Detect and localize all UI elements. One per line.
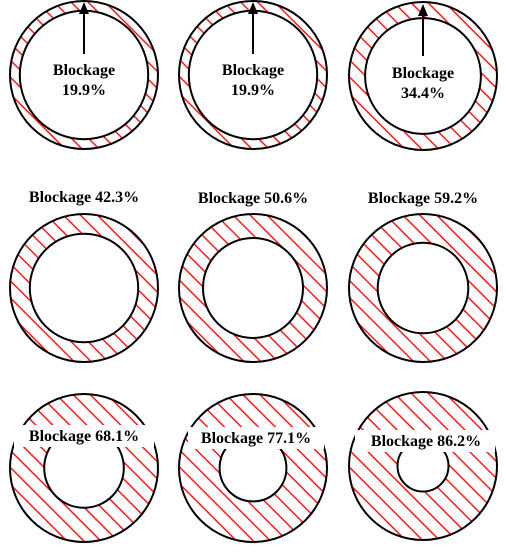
- vessel-diagram-6: [348, 213, 498, 363]
- vessel-diagram-7: Blockage 68.1%: [9, 393, 159, 543]
- vessel-diagram-1: Blockage 19.9%: [9, 0, 159, 150]
- blockage-value: 19.9%: [231, 82, 275, 99]
- vessel-diagram-3: Blockage 34.4%: [348, 1, 498, 151]
- vessel-lumen: [376, 241, 470, 335]
- label-backdrop: [355, 430, 495, 452]
- blockage-label: Blockage 77.1%: [201, 430, 311, 447]
- label-backdrop: [14, 425, 154, 447]
- blockage-label: Blockage 86.2%: [371, 433, 481, 450]
- blockage-value: 19.9%: [62, 82, 106, 99]
- blockage-value: 34.4%: [401, 85, 445, 102]
- blockage-label: Blockage: [392, 65, 454, 82]
- vessel-diagram-8: Blockage 77.1%: [178, 393, 328, 543]
- blockage-caption: Blockage 59.2%: [368, 190, 478, 207]
- vessel-lumen: [28, 232, 140, 344]
- vessel-diagram-4: [9, 213, 159, 363]
- blockage-caption: Blockage 42.3%: [29, 189, 139, 206]
- vessel-lumen: [202, 237, 304, 339]
- blockage-label: Blockage: [222, 62, 284, 79]
- vessel-diagram-5: [178, 213, 328, 363]
- vessel-diagram-2: Blockage 19.9%: [178, 0, 328, 150]
- label-backdrop: [188, 427, 324, 449]
- blockage-label: Blockage: [53, 62, 115, 79]
- arrow-head: [418, 4, 428, 16]
- arrow-head: [79, 2, 89, 14]
- arrow-head: [248, 2, 258, 14]
- blockage-caption: Blockage 50.6%: [198, 190, 308, 207]
- blockage-label: Blockage 68.1%: [29, 428, 139, 445]
- vessel-diagram-9: Blockage 86.2%: [348, 391, 498, 541]
